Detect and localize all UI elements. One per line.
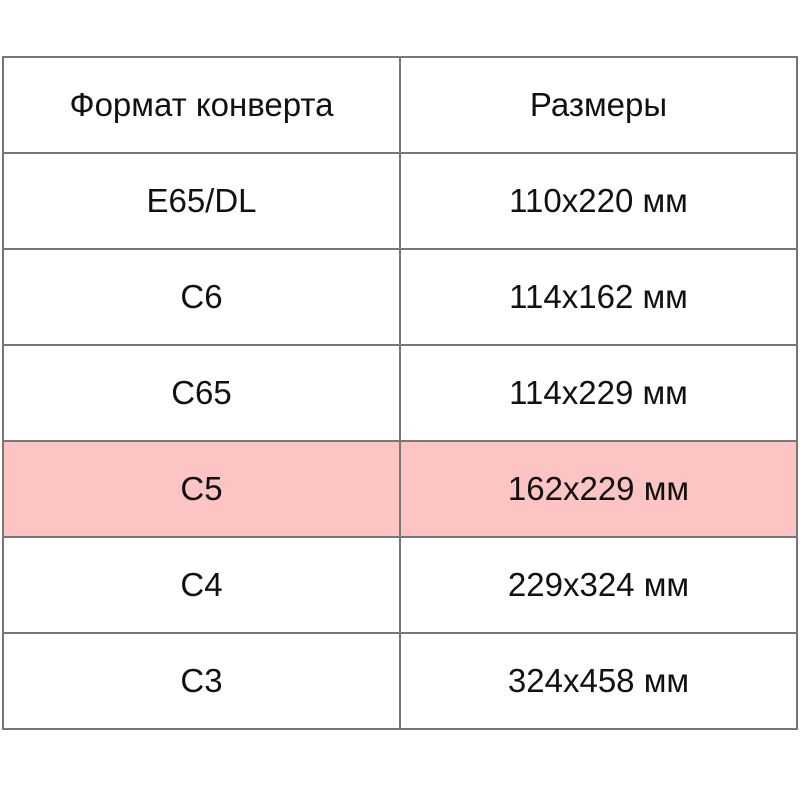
format-cell: C3 <box>2 632 401 730</box>
table-row-highlighted: C5 162x229 мм <box>2 440 798 538</box>
size-cell: 162x229 мм <box>399 440 798 538</box>
size-cell: 114x229 мм <box>399 344 798 442</box>
format-cell: E65/DL <box>2 152 401 250</box>
table-row: C3 324x458 мм <box>2 632 798 730</box>
size-cell: 324x458 мм <box>399 632 798 730</box>
table-row: E65/DL 110x220 мм <box>2 152 798 250</box>
format-cell: C65 <box>2 344 401 442</box>
size-cell: 110x220 мм <box>399 152 798 250</box>
table-row: C65 114x229 мм <box>2 344 798 442</box>
size-cell: 114x162 мм <box>399 248 798 346</box>
table-row: C6 114x162 мм <box>2 248 798 346</box>
header-row: Формат конверта Размеры <box>2 56 798 154</box>
format-cell: C5 <box>2 440 401 538</box>
format-cell: C4 <box>2 536 401 634</box>
header-size: Размеры <box>399 56 798 154</box>
header-format: Формат конверта <box>2 56 401 154</box>
envelope-format-table: Формат конверта Размеры E65/DL 110x220 м… <box>2 56 798 730</box>
format-cell: C6 <box>2 248 401 346</box>
table-row: C4 229x324 мм <box>2 536 798 634</box>
size-cell: 229x324 мм <box>399 536 798 634</box>
